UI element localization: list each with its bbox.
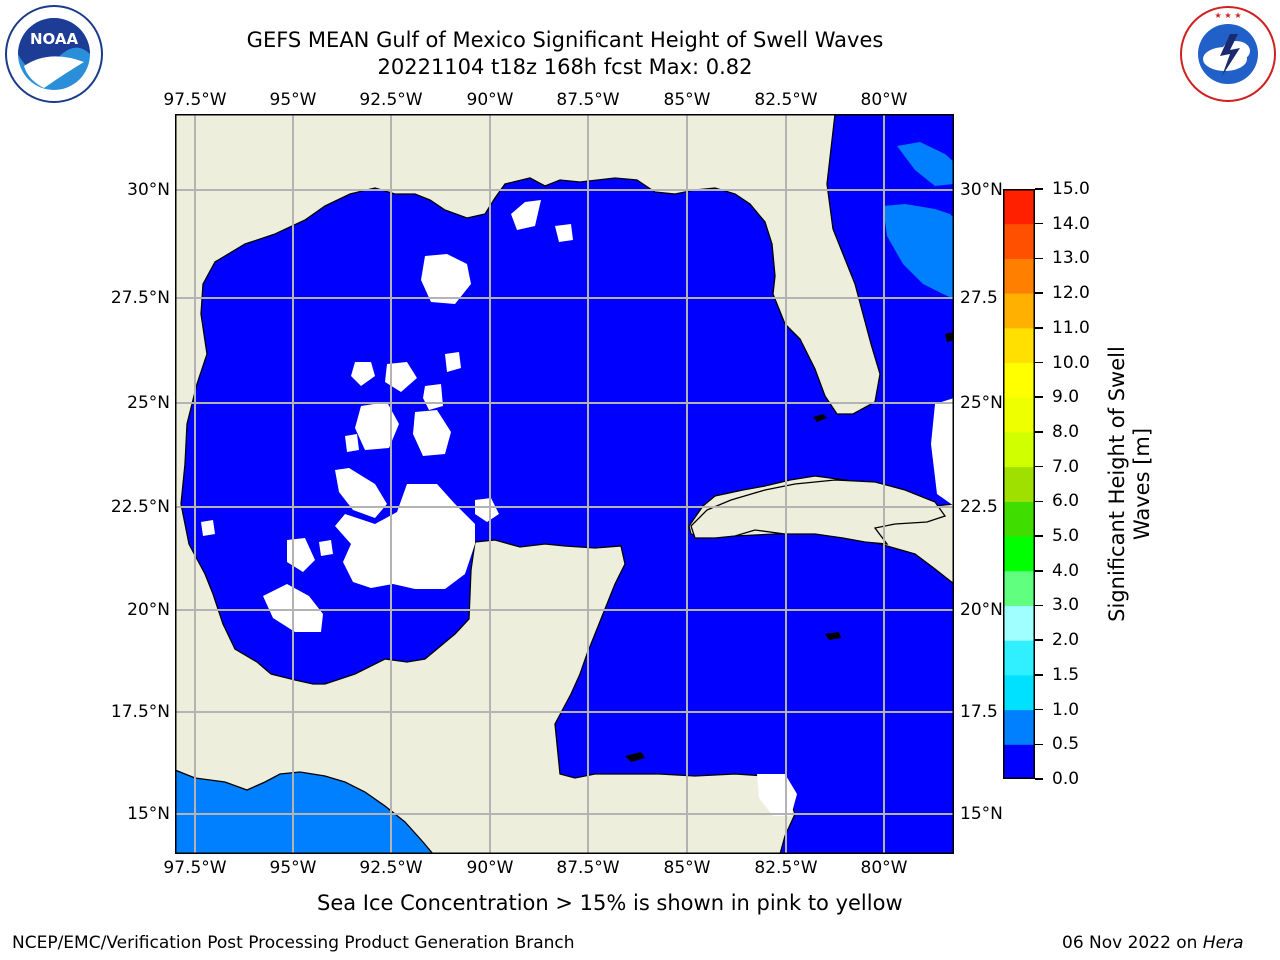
lat-tick-left: 25°N xyxy=(60,393,170,413)
colorbar-tick-label: 12.0 xyxy=(1052,283,1090,303)
noaa-text: NOAA xyxy=(30,30,79,48)
colorbar-tick-label: 7.0 xyxy=(1052,457,1079,477)
lon-tick-top: 90°W xyxy=(467,90,514,110)
colorbar-tick-mark xyxy=(1035,570,1043,572)
lon-tick-top: 95°W xyxy=(270,90,317,110)
footer-date: 06 Nov 2022 on Hera xyxy=(1062,933,1244,953)
colorbar-tick-label: 15.0 xyxy=(1052,179,1090,199)
sea-ice-note: Sea Ice Concentration > 15% is shown in … xyxy=(317,891,903,915)
colorbar-segment xyxy=(1003,536,1035,571)
colorbar-tick-label: 5.0 xyxy=(1052,526,1079,546)
nws-logo: ★ ★ ★ xyxy=(1178,4,1278,104)
colorbar-tick-mark xyxy=(1035,327,1043,329)
lon-tick-top: 97.5°W xyxy=(163,90,226,110)
lat-tick-left: 20°N xyxy=(60,600,170,620)
colorbar-tick-label: 4.0 xyxy=(1052,561,1079,581)
colorbar-title: Significant Height of Swell Waves [m] xyxy=(1105,334,1155,634)
gulf-of-mexico-map xyxy=(175,114,954,854)
colorbar-segment xyxy=(1003,432,1035,467)
colorbar-segment xyxy=(1003,363,1035,398)
colorbar-segment xyxy=(1003,467,1035,502)
colorbar-segment xyxy=(1003,328,1035,363)
lat-tick-right: 30°N xyxy=(960,180,1003,200)
colorbar xyxy=(1003,189,1035,779)
colorbar-segment xyxy=(1003,397,1035,432)
forecast-subtitle: 20221104 t18z 168h fcst Max: 0.82 xyxy=(0,54,1130,80)
colorbar-tick-mark xyxy=(1035,223,1043,225)
lat-tick-left: 22.5°N xyxy=(60,497,170,517)
colorbar-segment xyxy=(1003,571,1035,606)
colorbar-segment xyxy=(1003,605,1035,640)
colorbar-segment xyxy=(1003,675,1035,710)
colorbar-tick-mark xyxy=(1035,292,1043,294)
colorbar-tick-label: 3.0 xyxy=(1052,595,1079,615)
lon-tick-bottom: 80°W xyxy=(861,858,908,878)
colorbar-segment xyxy=(1003,258,1035,293)
lon-tick-top: 80°W xyxy=(861,90,908,110)
colorbar-segment xyxy=(1003,224,1035,259)
svg-text:★ ★ ★: ★ ★ ★ xyxy=(1214,11,1241,20)
lat-tick-right: 22.5 xyxy=(960,497,998,517)
colorbar-tick-label: 11.0 xyxy=(1052,318,1090,338)
colorbar-tick-label: 0.5 xyxy=(1052,734,1079,754)
colorbar-tick-mark xyxy=(1035,466,1043,468)
colorbar-tick-mark xyxy=(1035,709,1043,711)
lon-tick-top: 92.5°W xyxy=(359,90,422,110)
colorbar-tick-mark xyxy=(1035,639,1043,641)
lon-tick-top: 87.5°W xyxy=(556,90,619,110)
colorbar-tick-mark xyxy=(1035,258,1043,260)
lon-tick-bottom: 82.5°W xyxy=(754,858,817,878)
lon-tick-bottom: 97.5°W xyxy=(163,858,226,878)
colorbar-segment xyxy=(1003,710,1035,745)
colorbar-tick-label: 1.5 xyxy=(1052,665,1079,685)
colorbar-tick-label: 0.0 xyxy=(1052,769,1079,789)
colorbar-tick-label: 1.0 xyxy=(1052,700,1079,720)
colorbar-tick-label: 8.0 xyxy=(1052,422,1079,442)
colorbar-segment xyxy=(1003,744,1035,779)
map-title: GEFS MEAN Gulf of Mexico Significant Hei… xyxy=(0,27,1130,53)
colorbar-tick-mark xyxy=(1035,744,1043,746)
lat-tick-left: 17.5°N xyxy=(60,702,170,722)
lat-tick-right: 15°N xyxy=(960,804,1003,824)
colorbar-segment xyxy=(1003,189,1035,224)
colorbar-tick-label: 2.0 xyxy=(1052,630,1079,650)
lon-tick-bottom: 90°W xyxy=(467,858,514,878)
colorbar-tick-mark xyxy=(1035,535,1043,537)
lat-tick-right: 27.5 xyxy=(960,288,998,308)
colorbar-tick-label: 14.0 xyxy=(1052,214,1090,234)
lon-tick-bottom: 85°W xyxy=(664,858,711,878)
colorbar-tick-mark xyxy=(1035,362,1043,364)
colorbar-segment xyxy=(1003,640,1035,675)
colorbar-segment xyxy=(1003,501,1035,536)
lon-tick-top: 82.5°W xyxy=(754,90,817,110)
lon-tick-bottom: 92.5°W xyxy=(359,858,422,878)
lon-tick-bottom: 87.5°W xyxy=(556,858,619,878)
colorbar-tick-label: 13.0 xyxy=(1052,248,1090,268)
colorbar-tick-mark xyxy=(1035,396,1043,398)
colorbar-tick-mark xyxy=(1035,431,1043,433)
footer-host: Hera xyxy=(1203,933,1244,953)
lat-tick-left: 15°N xyxy=(60,804,170,824)
colorbar-tick-label: 10.0 xyxy=(1052,353,1090,373)
lat-tick-right: 20°N xyxy=(960,600,1003,620)
colorbar-tick-mark xyxy=(1035,674,1043,676)
colorbar-segment xyxy=(1003,293,1035,328)
lat-tick-left: 27.5°N xyxy=(60,288,170,308)
colorbar-tick-label: 6.0 xyxy=(1052,491,1079,511)
colorbar-tick-mark xyxy=(1035,501,1043,503)
lat-tick-right: 17.5 xyxy=(960,702,998,722)
colorbar-tick-mark xyxy=(1035,605,1043,607)
lat-tick-left: 30°N xyxy=(60,180,170,200)
footer-credit: NCEP/EMC/Verification Post Processing Pr… xyxy=(12,933,575,953)
lon-tick-top: 85°W xyxy=(664,90,711,110)
colorbar-tick-mark xyxy=(1035,778,1043,780)
colorbar-tick-label: 9.0 xyxy=(1052,387,1079,407)
noaa-logo: NOAA xyxy=(4,4,104,104)
lon-tick-bottom: 95°W xyxy=(270,858,317,878)
colorbar-tick-mark xyxy=(1035,188,1043,190)
lat-tick-right: 25°N xyxy=(960,393,1003,413)
